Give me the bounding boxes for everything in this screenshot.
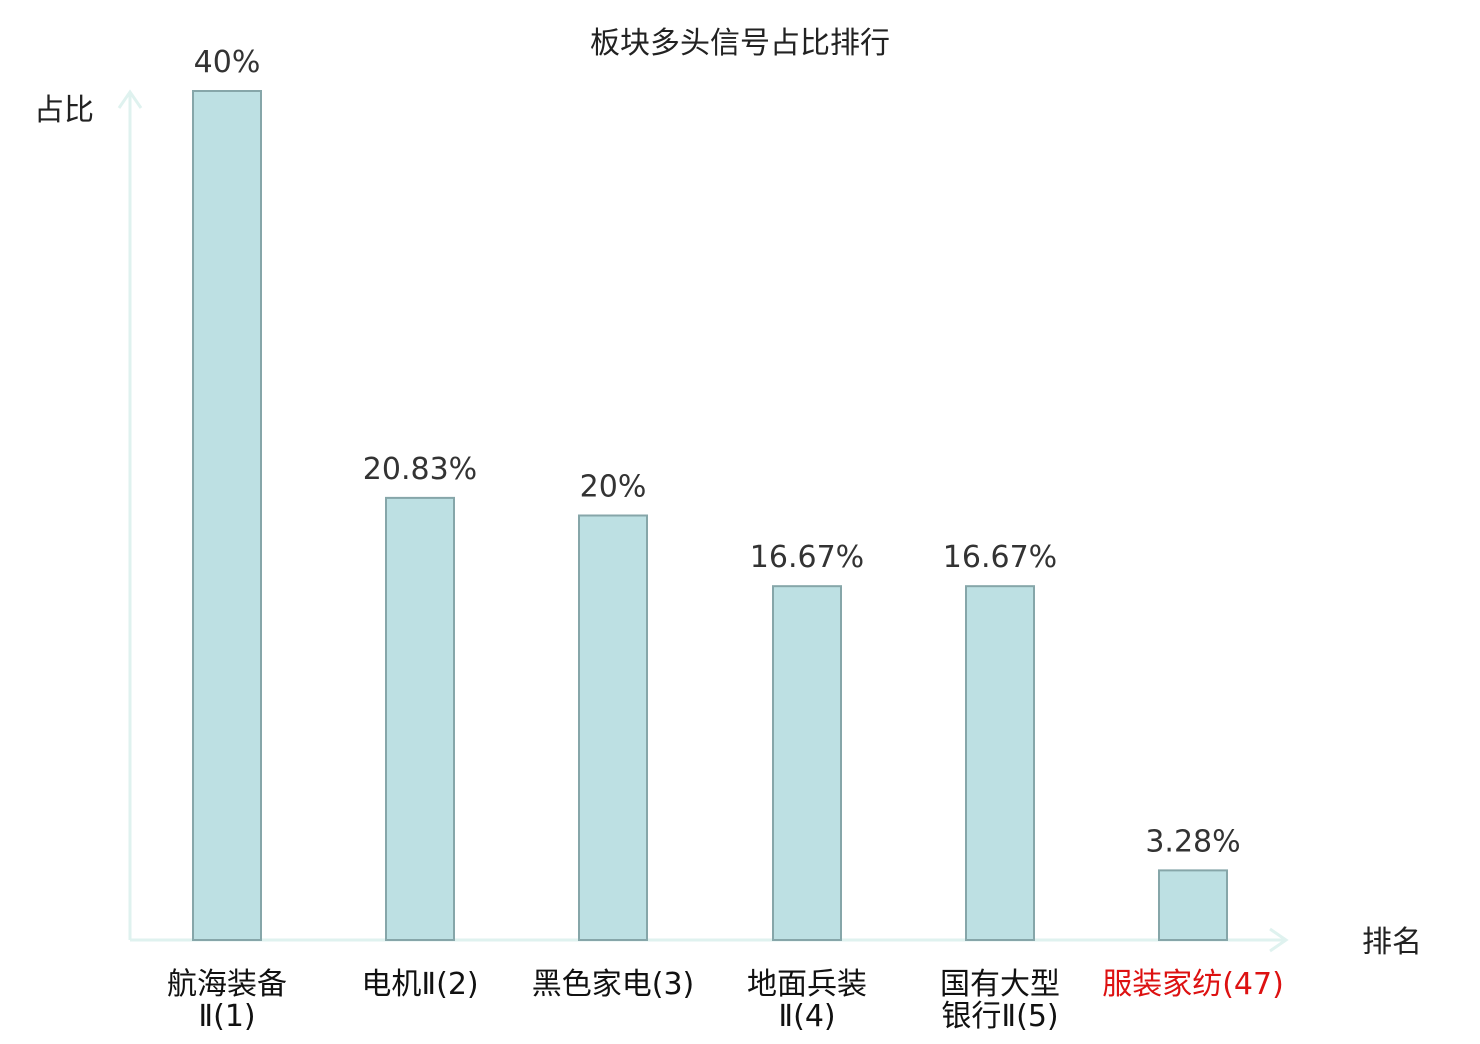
category-label: Ⅱ(1) [198,999,255,1034]
bar-value-label: 16.67% [943,540,1057,575]
bar-value-label: 16.67% [750,540,864,575]
category-label: 国有大型 [940,967,1060,1002]
y-axis-arrowhead [117,89,143,109]
value-labels-group: 40% 20.83% 20% 16.67% 16.67% 3.28% [194,45,1241,859]
bar-value-label: 20.83% [363,452,477,487]
x-axis [130,927,1289,953]
y-axis-label: 占比 [34,93,94,128]
bar [192,90,262,941]
y-axis [117,89,143,940]
bar-value-label: 40% [194,45,261,80]
category-label: 地面兵装 [747,967,867,1002]
category-label: 银行Ⅱ(5) [941,999,1058,1034]
category-label: 电机Ⅱ(2) [361,967,478,1002]
bars-group [192,90,1228,942]
chart-title: 板块多头信号占比排行 [590,26,890,61]
category-label: 黑色家电(3) [532,967,695,1002]
bar [1158,869,1228,942]
category-label: Ⅱ(4) [778,999,835,1034]
category-label-highlighted: 服装家纺(47) [1102,967,1284,1002]
bar-value-label: 20% [580,470,647,505]
bar [385,496,455,941]
bar [578,514,648,941]
bar [965,585,1035,941]
bar-value-label: 3.28% [1145,824,1240,859]
x-axis-label: 排名 [1362,925,1422,960]
x-axis-arrowhead [1269,927,1289,953]
category-label: 航海装备 [167,967,287,1002]
bar [772,585,842,941]
